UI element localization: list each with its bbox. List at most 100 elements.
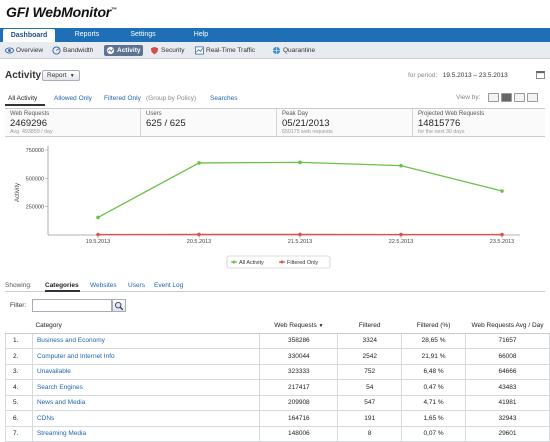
report-dropdown-button[interactable]: Report ▼	[42, 70, 80, 81]
tab-help[interactable]: Help	[193, 31, 209, 38]
x-tick-label: 21.5.2013	[288, 239, 312, 245]
category-link[interactable]: Business and Economy	[36, 337, 105, 345]
subnav-security[interactable]: Security	[150, 45, 184, 56]
table-row[interactable]: 1. Business and Economy 358286 3324 28,65 % 7…	[5, 332, 550, 349]
row-index: 6.	[5, 410, 33, 427]
filter-search-button[interactable]	[112, 299, 126, 312]
tab-event-log[interactable]: Event Log	[154, 282, 184, 289]
row-filtered-pct: 0,07 %	[401, 425, 466, 442]
filter-input[interactable]	[32, 299, 112, 312]
row-filtered: 54	[337, 379, 403, 396]
data-point	[399, 163, 403, 168]
tab-dashboard[interactable]: Dashboard	[3, 29, 55, 42]
category-link[interactable]: Unavailable	[36, 368, 71, 376]
subnav-overview[interactable]: Overview	[5, 45, 43, 56]
tab-filtered-only[interactable]: Filtered Only	[104, 95, 141, 102]
y-axis-label: Activity	[15, 183, 21, 202]
view-chart-button[interactable]	[501, 93, 512, 102]
row-category[interactable]: Unavailable	[31, 363, 261, 380]
filter-label: Filter:	[10, 302, 27, 309]
data-point	[96, 232, 100, 237]
table-row[interactable]: 2. Computer and Internet Info 330044 2542 21…	[5, 348, 550, 365]
subnav-bandwidth[interactable]: Bandwidth	[52, 45, 93, 56]
data-point	[197, 232, 201, 237]
legend-marker	[280, 260, 284, 264]
table-row[interactable]: 5. News and Media 209908 547 4,71 % 41981	[5, 394, 550, 411]
chevron-down-icon: ▼	[68, 73, 75, 79]
chart-legend	[226, 255, 331, 269]
gauge-icon	[52, 46, 61, 55]
row-index: 2.	[5, 348, 33, 365]
row-avg-day: 71657	[465, 332, 550, 349]
col-avg-day[interactable]: Web Requests Avg / Day	[465, 318, 550, 334]
table-row[interactable]: 4. Search Engines 217417 54 0,47 % 43483	[5, 379, 550, 396]
row-category[interactable]: News and Media	[31, 394, 261, 411]
subnav-real-time-traffic[interactable]: Real-Time Traffic	[195, 45, 255, 56]
row-filtered: 3324	[337, 332, 403, 349]
row-category[interactable]: CDNs	[31, 410, 261, 427]
data-point	[298, 160, 302, 165]
tab-allowed-only[interactable]: Allowed Only	[54, 95, 92, 102]
period-value[interactable]: 19.5.2013 – 23.5.2013	[442, 72, 508, 79]
data-point	[197, 161, 201, 165]
tab-websites[interactable]: Websites	[90, 282, 117, 289]
tab-all-activity[interactable]: All Activity	[8, 95, 38, 102]
view-table-button[interactable]	[514, 93, 525, 102]
magnifier-icon	[115, 302, 124, 311]
row-filtered: 547	[337, 394, 403, 411]
col-web-requests[interactable]: Web Requests ▼	[259, 318, 338, 334]
tab-reports[interactable]: Reports	[74, 31, 100, 38]
stat-peak-day: Peak Day 05/21/2013 650175 web requests	[277, 109, 413, 137]
active-tab-indicator	[5, 104, 45, 106]
tab-users[interactable]: Users	[128, 282, 145, 289]
globe-icon	[272, 46, 281, 55]
table-row[interactable]: 3. Unavailable 323333 752 6,48 % 64666	[5, 363, 550, 380]
period-display: for period: 19.5.2013 – 23.5.2013	[408, 72, 508, 79]
stat-users: Users 625 / 625	[141, 109, 277, 137]
category-link[interactable]: Streaming Media	[36, 430, 87, 438]
row-filtered-pct: 4,71 %	[401, 394, 466, 411]
series-line-all-activity	[97, 161, 503, 219]
view-list-button[interactable]	[527, 93, 538, 102]
category-link[interactable]: Search Engines	[36, 383, 83, 391]
category-link[interactable]: Computer and Internet Info	[36, 352, 115, 360]
col-filtered[interactable]: Filtered	[337, 318, 402, 334]
data-point	[298, 232, 302, 237]
legend-label: Filtered Only	[287, 260, 318, 266]
row-filtered-pct: 21,91 %	[401, 348, 466, 365]
legend-marker	[232, 260, 236, 264]
subnav-quarantine[interactable]: Quarantine	[272, 45, 315, 56]
row-category[interactable]: Streaming Media	[31, 425, 261, 442]
y-tick-label: 750000	[26, 148, 44, 154]
col-category[interactable]: Category	[32, 318, 260, 334]
eye-icon	[5, 47, 14, 54]
calendar-icon[interactable]	[536, 70, 545, 79]
category-link[interactable]: CDNs	[36, 414, 55, 422]
row-category[interactable]: Computer and Internet Info	[31, 348, 261, 365]
stat-projected: Projected Web Requests 14815776 for the …	[418, 111, 485, 135]
view-clock-button[interactable]	[488, 93, 499, 102]
y-tick-label: 250000	[26, 205, 44, 211]
activity-chart: 250000 500000 750000 Activity 19.5.2013 20.5.…	[15, 146, 520, 269]
data-point	[500, 232, 504, 237]
subnav-activity[interactable]: Activity	[104, 45, 144, 56]
app-header: GFI WebMonitor™	[0, 0, 550, 28]
stats-summary: Web Requests 2469296 Avg. 493859 / day U…	[5, 108, 545, 137]
data-point	[399, 232, 403, 237]
tab-searches[interactable]: Searches	[210, 95, 238, 102]
category-link[interactable]: News and Media	[36, 399, 86, 407]
row-filtered-pct: 28,65 %	[401, 332, 466, 349]
table-row[interactable]: 6. CDNs 164716 191 1,65 % 32943	[5, 410, 550, 427]
row-category[interactable]: Business and Economy	[31, 332, 261, 349]
table-row[interactable]: 7. Streaming Media 148006 8 0,07 % 29601	[5, 425, 550, 442]
row-avg-day: 66008	[465, 348, 550, 365]
showing-active-indicator	[45, 290, 80, 292]
row-filtered: 752	[337, 363, 403, 380]
dashboard-subnav: Overview Bandwidth Activity Security Rea…	[0, 42, 550, 59]
col-filtered-pct[interactable]: Filtered (%)	[401, 318, 466, 334]
row-category[interactable]: Search Engines	[31, 379, 261, 396]
tab-categories[interactable]: Categories	[45, 282, 79, 289]
row-filtered-pct: 6,48 %	[401, 363, 466, 380]
tab-settings[interactable]: Settings	[130, 31, 156, 38]
legend-label: All Activity	[239, 260, 264, 266]
